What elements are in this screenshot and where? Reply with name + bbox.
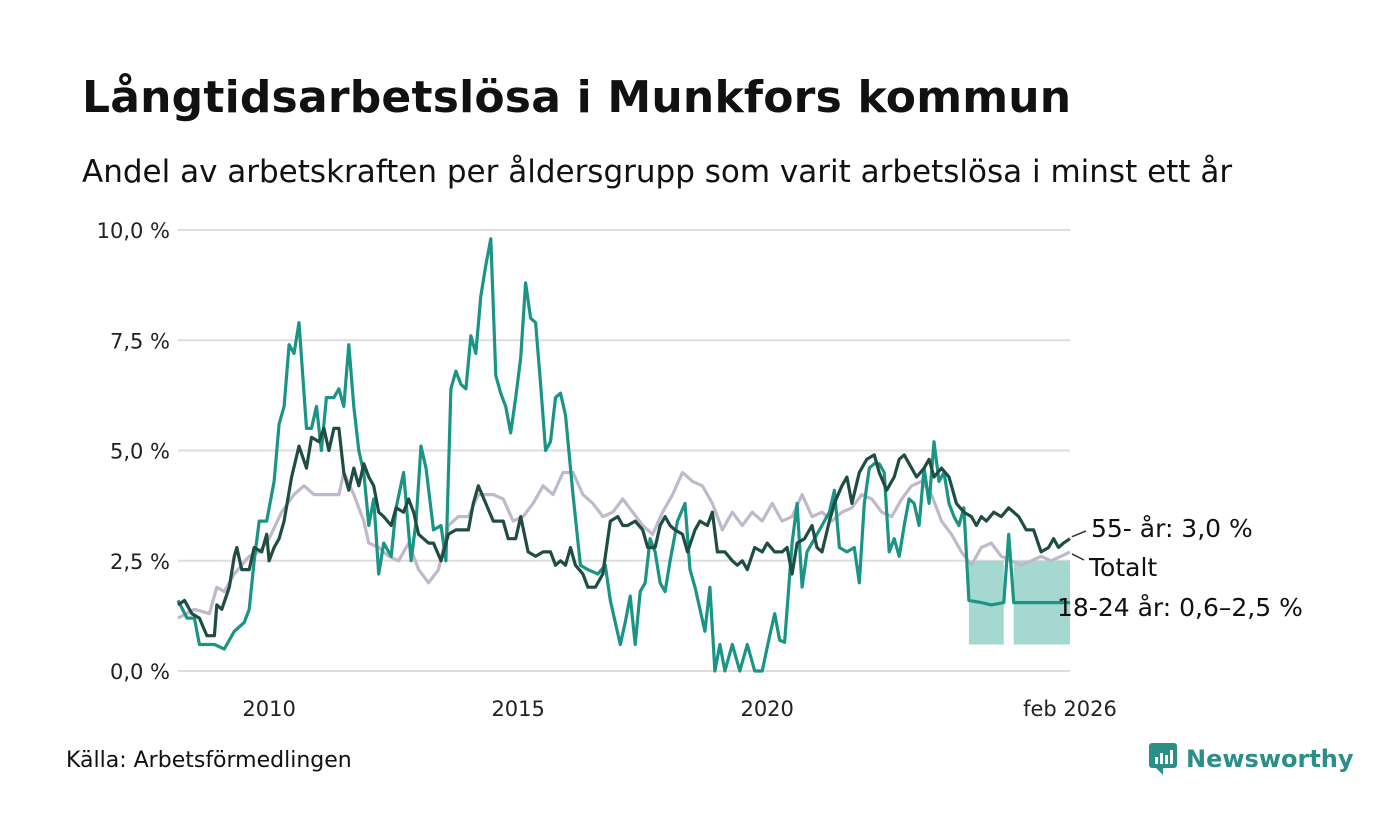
chart-subtitle: Andel av arbetskraften per åldersgrupp s… xyxy=(82,154,1233,190)
x-tick-label: 2010 xyxy=(242,697,295,721)
total-end-label: Totalt xyxy=(1088,553,1157,582)
newsworthy-logo-icon xyxy=(1149,743,1177,775)
series-line-totalt xyxy=(177,470,1071,620)
series-line-55-r xyxy=(177,426,1071,638)
total-label-leader xyxy=(1071,553,1085,561)
series-line-18-24-r xyxy=(176,237,1070,673)
y-tick-label: 7,5 % xyxy=(110,329,170,353)
chart-title: Långtidsarbetslösa i Munkfors kommun xyxy=(82,72,1072,123)
x-tick-label: 2020 xyxy=(740,697,793,721)
older-label-leader xyxy=(1071,530,1087,538)
y-tick-label: 10,0 % xyxy=(97,219,170,243)
y-tick-label: 2,5 % xyxy=(110,550,170,574)
x-tick-label: feb 2026 xyxy=(1023,697,1117,721)
y-tick-label: 0,0 % xyxy=(110,660,170,684)
source-note: Källa: Arbetsförmedlingen xyxy=(66,748,352,773)
older-end-label: 55- år: 3,0 % xyxy=(1091,514,1253,543)
newsworthy-logo-text: Newsworthy xyxy=(1186,745,1354,773)
y-tick-label: 5,0 % xyxy=(110,440,170,464)
newsworthy-logo: Newsworthy xyxy=(1148,742,1354,776)
youth-end-label: 18-24 år: 0,6–2,5 % xyxy=(1057,593,1303,622)
x-tick-label: 2015 xyxy=(491,697,544,721)
